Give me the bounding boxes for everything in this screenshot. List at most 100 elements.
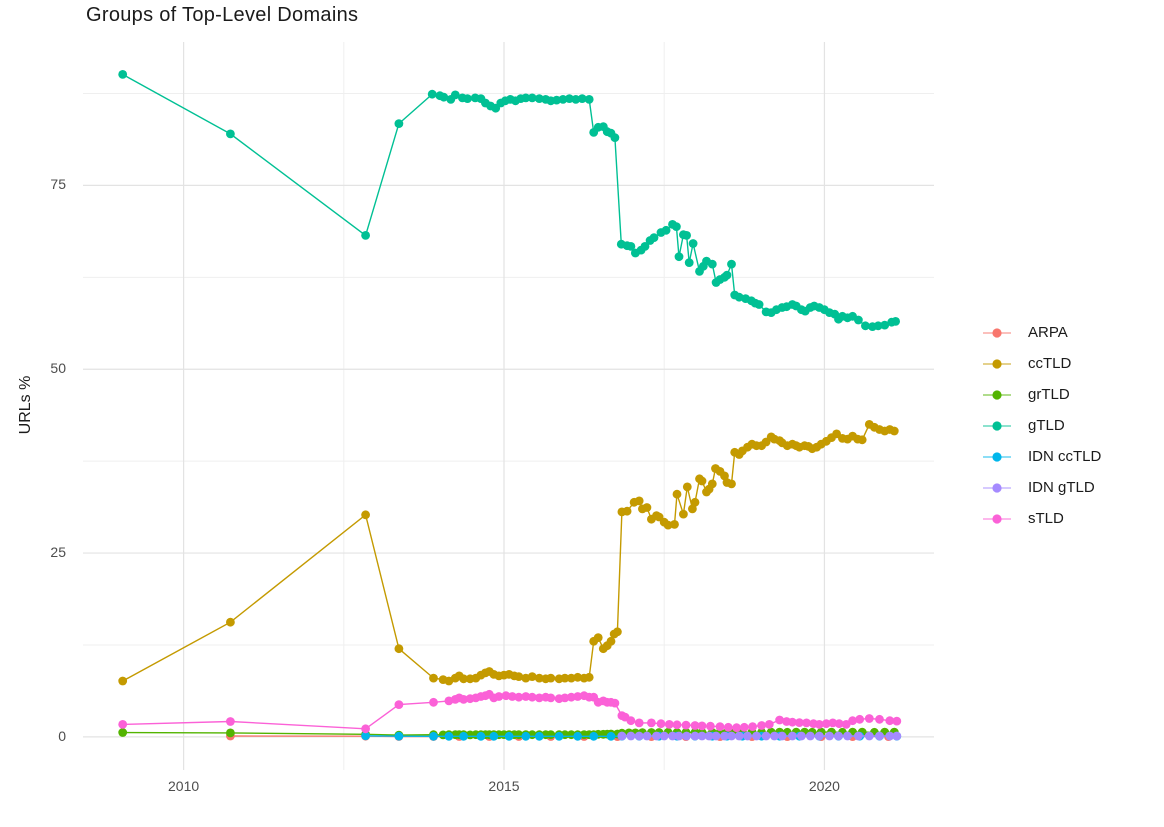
data-point-sTLD	[848, 716, 857, 726]
data-point-ccTLD	[573, 672, 583, 682]
data-point-ccTLD	[634, 496, 644, 506]
data-point-ccTLD	[690, 497, 700, 507]
data-point-ccTLD	[546, 673, 556, 683]
legend-item-grTLD: grTLD	[982, 379, 1101, 410]
legend-item-IDN-ccTLD: IDN ccTLD	[982, 441, 1101, 472]
data-point-ccTLD	[566, 673, 576, 683]
legend-label: grTLD	[1028, 386, 1070, 403]
data-point-IDN-gTLD	[885, 731, 895, 741]
data-point-ccTLD	[534, 673, 544, 683]
data-point-gTLD	[727, 259, 736, 269]
legend-label: IDN gTLD	[1028, 479, 1095, 496]
data-point-gTLD	[394, 119, 404, 128]
data-point-ccTLD	[663, 520, 673, 530]
data-point-grTLD	[546, 730, 556, 739]
data-point-IDN-ccTLD	[444, 731, 454, 741]
data-point-gTLD	[118, 70, 128, 79]
data-point-ccTLD	[720, 471, 729, 481]
data-point-ccTLD	[682, 482, 692, 492]
data-point-gTLD	[754, 300, 764, 309]
data-point-gTLD	[707, 259, 717, 269]
data-point-ccTLD	[857, 435, 867, 445]
data-point-gTLD	[626, 242, 636, 251]
data-point-sTLD	[573, 692, 583, 701]
data-point-gTLD	[873, 321, 883, 331]
data-point-ccTLD	[459, 674, 468, 684]
y-tick-label: 50	[50, 360, 66, 377]
data-point-IDN-ccTLD	[554, 731, 564, 741]
data-point-gTLD	[861, 321, 870, 331]
data-point-sTLD	[795, 718, 804, 727]
data-point-IDN-gTLD	[711, 731, 721, 741]
data-point-ccTLD	[613, 627, 622, 637]
data-point-sTLD	[656, 719, 666, 729]
data-point-sTLD	[681, 720, 691, 730]
data-point-gTLD	[439, 92, 449, 102]
data-point-gTLD	[521, 93, 531, 103]
data-point-IDN-gTLD	[770, 731, 779, 741]
data-point-sTLD	[634, 718, 644, 728]
data-point-sTLD	[626, 716, 636, 726]
legend-label: ARPA	[1028, 324, 1068, 341]
legend-key-icon	[983, 420, 1011, 431]
data-point-ccTLD	[394, 644, 404, 654]
data-point-sTLD	[834, 719, 844, 729]
data-point-IDN-gTLD	[825, 731, 834, 741]
legend-item-sTLD: sTLD	[982, 503, 1101, 534]
y-tick-label: 0	[58, 727, 66, 744]
data-point-grTLD	[226, 728, 235, 738]
data-point-IDN-gTLD	[805, 731, 815, 741]
data-point-IDN-gTLD	[690, 731, 700, 741]
data-point-sTLD	[788, 717, 797, 727]
data-point-sTLD	[892, 716, 902, 726]
data-point-ccTLD	[670, 520, 679, 529]
data-point-gTLD	[649, 233, 659, 243]
data-point-sTLD	[361, 724, 370, 734]
data-point-ccTLD	[560, 673, 570, 683]
data-point-IDN-gTLD	[777, 731, 787, 741]
data-point-IDN-gTLD	[697, 731, 707, 741]
data-point-sTLD	[875, 714, 884, 724]
data-point-ccTLD	[688, 504, 697, 514]
data-point-gTLD	[450, 90, 460, 100]
data-point-IDN-gTLD	[720, 731, 729, 741]
data-point-IDN-gTLD	[743, 731, 752, 741]
data-point-IDN-gTLD	[788, 731, 797, 741]
data-point-gTLD	[640, 242, 650, 251]
chart-title: Groups of Top-Level Domains	[86, 4, 359, 26]
data-point-IDN-gTLD	[642, 731, 652, 741]
legend-key-icon	[983, 451, 1011, 462]
y-tick-label: 75	[50, 176, 66, 193]
data-point-ccTLD	[593, 633, 603, 642]
data-point-gTLD	[427, 89, 437, 99]
data-point-IDN-gTLD	[668, 731, 677, 741]
data-point-ccTLD	[527, 672, 537, 681]
data-point-sTLD	[546, 693, 556, 703]
data-point-gTLD	[722, 270, 732, 280]
data-point-sTLD	[775, 715, 784, 725]
legend-key-icon	[983, 358, 1011, 369]
data-point-ccTLD	[642, 503, 652, 512]
data-point-ccTLD	[707, 479, 717, 489]
data-point-gTLD	[610, 133, 620, 143]
data-point-sTLD	[647, 718, 656, 728]
data-point-IDN-ccTLD	[394, 731, 404, 741]
data-point-sTLD	[715, 722, 725, 731]
data-point-sTLD	[723, 722, 733, 732]
data-point-IDN-gTLD	[674, 731, 684, 741]
data-point-IDN-gTLD	[752, 731, 761, 741]
data-point-IDN-gTLD	[761, 731, 771, 741]
data-point-gTLD	[672, 222, 681, 232]
data-point-IDN-ccTLD	[606, 731, 616, 741]
data-point-gTLD	[661, 225, 671, 235]
data-point-sTLD	[610, 698, 620, 708]
data-point-gTLD	[577, 94, 587, 103]
legend-item-gTLD: gTLD	[982, 410, 1101, 441]
data-point-IDN-gTLD	[875, 731, 884, 741]
data-point-sTLD	[501, 691, 511, 701]
data-point-gTLD	[571, 95, 581, 104]
legend-key-icon	[983, 327, 1011, 338]
data-point-sTLD	[664, 720, 674, 729]
